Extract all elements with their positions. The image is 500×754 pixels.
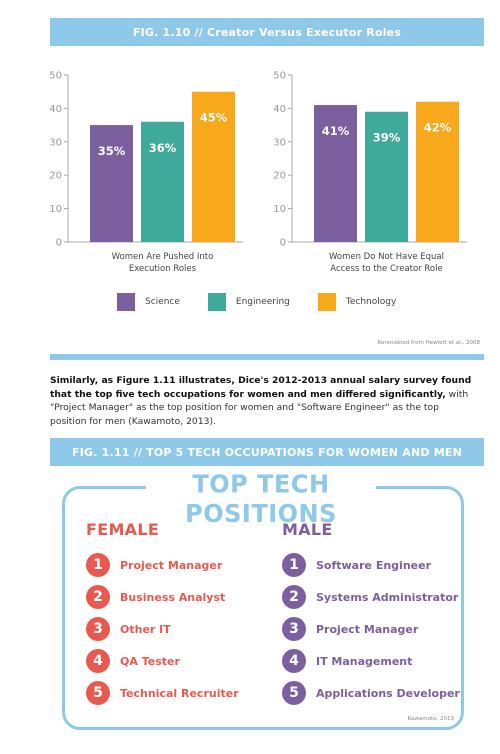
y-tick-label: 20 (49, 171, 62, 182)
female-heading: FEMALE (86, 520, 160, 539)
position-label: Project Manager (316, 622, 419, 636)
legend-item-technology: Technology (317, 293, 397, 311)
position-label: Project Manager (120, 558, 223, 572)
list-item: 3 Other IT (86, 613, 239, 645)
number-badge: 4 (282, 649, 306, 673)
female-column: FEMALE 1 Project Manager 2 Business Analys… (86, 520, 239, 709)
y-tick-label: 30 (273, 137, 286, 148)
bar-science (314, 105, 357, 242)
position-label: QA Tester (120, 654, 180, 668)
y-tick-label: 20 (273, 171, 286, 182)
position-label: IT Management (316, 654, 413, 668)
list-item: 4 QA Tester (86, 645, 239, 677)
legend-swatch-science (117, 293, 135, 311)
y-tick-label: 10 (273, 204, 286, 215)
position-label: Systems Administrator (316, 590, 459, 604)
fig-1-11-banner: FIG. 1.11 // TOP 5 TECH OCCUPATIONS FOR … (50, 438, 484, 466)
number-badge: 5 (282, 681, 306, 705)
bar-charts: 0 10 20 30 40 50 35% 36% 45% Women Are Pushed Int… (49, 71, 467, 274)
paragraph-text: with "Project Manager" as the top positi… (50, 388, 469, 427)
list-item: 4 IT Management (282, 645, 460, 677)
section-divider (50, 354, 484, 360)
bar-technology (416, 101, 459, 242)
data-label: 35% (98, 144, 126, 158)
position-label: Applications Developer (316, 686, 460, 700)
position-label: Other IT (120, 622, 171, 636)
data-label: 36% (149, 141, 177, 155)
position-label: Technical Recruiter (120, 686, 239, 700)
legend-label-science: Science (145, 297, 180, 307)
data-label: 42% (424, 121, 452, 135)
list-item: 1 Software Engineer (282, 549, 460, 581)
paragraph-bold-text: Similarly, as Figure 1.11 illustrates, D… (50, 375, 472, 400)
legend-swatch-engineering (207, 293, 226, 311)
number-badge: 1 (86, 553, 110, 577)
number-badge: 1 (282, 553, 306, 577)
y-tick-label: 50 (49, 71, 62, 82)
legend-item-science: Science (117, 293, 180, 311)
top-positions-title: TOP TECH POSITIONS (146, 469, 376, 529)
bar-science (90, 125, 133, 242)
fig-1-10-banner: FIG. 1.10 // Creator Versus Executor Rol… (50, 18, 484, 46)
x-axis-label: Execution Roles (129, 264, 197, 274)
fig-1-11-credit: Kawamoto, 2013 (407, 716, 455, 722)
position-label: Business Analyst (120, 590, 226, 604)
legend-label-technology: Technology (345, 297, 397, 307)
y-tick-label: 10 (49, 204, 62, 215)
bar-technology (192, 91, 235, 242)
bar-engineering (141, 121, 184, 242)
y-tick-label: 50 (273, 71, 286, 82)
chart-legend: Science Engineering Technology (117, 293, 424, 311)
list-item: 1 Project Manager (86, 549, 239, 581)
number-badge: 3 (86, 617, 110, 641)
list-item: 5 Applications Developer (282, 677, 460, 709)
position-label: Software Engineer (316, 558, 431, 572)
y-tick-label: 0 (280, 238, 286, 249)
y-tick-label: 40 (49, 104, 62, 115)
number-badge: 3 (282, 617, 306, 641)
body-paragraph: Similarly, as Figure 1.11 illustrates, D… (50, 374, 478, 428)
number-badge: 2 (282, 585, 306, 609)
y-tick-label: 30 (49, 137, 62, 148)
male-heading: MALE (282, 520, 333, 539)
legend-item-engineering: Engineering (207, 293, 290, 311)
data-label: 39% (373, 131, 401, 145)
x-axis-label: Access to the Creator Role (330, 264, 442, 274)
list-item: 2 Business Analyst (86, 581, 239, 613)
legend-swatch-technology (317, 293, 336, 311)
x-axis-label: Women Are Pushed Into (112, 252, 214, 262)
number-badge: 4 (86, 649, 110, 673)
data-label: 45% (200, 111, 228, 125)
y-tick-label: 0 (56, 238, 62, 249)
y-tick-label: 40 (273, 104, 286, 115)
x-axis-label: Women Do Not Have Equal (329, 252, 444, 262)
number-badge: 2 (86, 585, 110, 609)
number-badge: 5 (86, 681, 110, 705)
fig-1-10-credit: Rerendered from Hewlett et al., 2008 (377, 340, 480, 346)
list-item: 2 Systems Administrator (282, 581, 460, 613)
list-item: 3 Project Manager (282, 613, 460, 645)
bar-engineering (365, 111, 408, 243)
data-label: 41% (322, 124, 350, 138)
male-column: MALE 1 Software Engineer 2 Systems Adminis… (282, 520, 460, 709)
list-item: 5 Technical Recruiter (86, 677, 239, 709)
legend-label-engineering: Engineering (235, 297, 290, 307)
